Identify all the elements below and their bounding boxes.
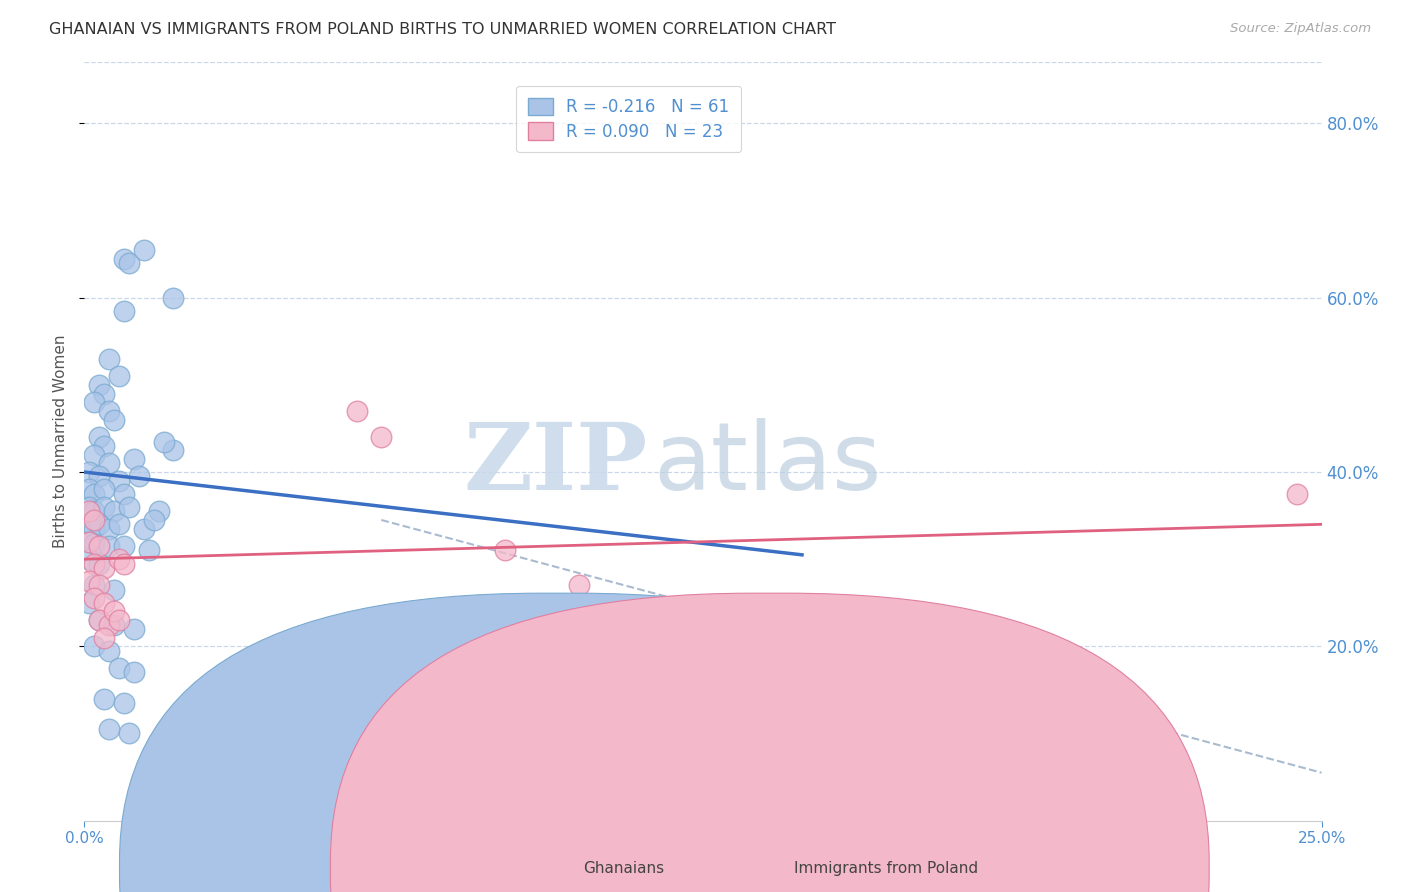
Text: Immigrants from Poland: Immigrants from Poland [794,862,979,876]
Point [98,351,121,366]
Point [103,617,125,632]
Point [162,291,184,305]
Point [89,539,111,553]
Point [89,517,111,532]
Point [108,613,131,627]
Point [103,413,125,427]
Point [93,596,115,610]
Point [568,578,591,592]
Point [89,578,111,592]
Text: ZIP: ZIP [463,419,647,509]
Point [93,561,115,575]
Point [89,469,111,483]
Point [83,513,105,527]
Point [93,439,115,453]
Point [83,395,105,409]
Point [98,722,121,736]
Point [142,513,165,527]
Text: GHANAIAN VS IMMIGRANTS FROM POLAND BIRTHS TO UNMARRIED WOMEN CORRELATION CHART: GHANAIAN VS IMMIGRANTS FROM POLAND BIRTH… [49,22,837,37]
Point [112,539,135,553]
Point [93,483,115,497]
Point [89,613,111,627]
Point [89,613,111,627]
Point [346,404,368,418]
Point [83,504,105,518]
Point [112,557,135,571]
Point [138,543,160,558]
Point [122,665,145,680]
Point [122,452,145,467]
Point [83,591,105,606]
Point [148,504,170,518]
Point [370,430,392,444]
Point [93,631,115,645]
Point [83,536,105,550]
Point [79,534,101,549]
Point [162,443,184,458]
Point [89,430,111,444]
Point [98,522,121,536]
Point [79,500,101,514]
Point [122,622,145,636]
Point [108,661,131,675]
Point [112,303,135,318]
Point [132,522,155,536]
Point [83,522,105,536]
Point [79,552,101,566]
Point [79,504,101,518]
Point [83,557,105,571]
Point [79,483,101,497]
Point [112,252,135,266]
Point [103,605,125,619]
Point [666,622,689,636]
Point [93,500,115,514]
Point [79,534,101,549]
Point [83,448,105,462]
Point [103,504,125,518]
Point [108,369,131,384]
Text: atlas: atlas [654,418,882,510]
Text: Ghanaians: Ghanaians [583,862,665,876]
Point [83,640,105,654]
Point [83,487,105,501]
Point [152,434,174,449]
Point [98,456,121,470]
Point [112,487,135,501]
Point [112,696,135,710]
Point [83,578,105,592]
Y-axis label: Births to Unmarried Women: Births to Unmarried Women [53,334,69,549]
Point [79,574,101,588]
Point [79,517,101,532]
Point [93,386,115,401]
Point [108,517,131,532]
Point [103,582,125,597]
Point [89,557,111,571]
Point [79,596,101,610]
Point [1285,487,1308,501]
Point [132,243,155,257]
Point [108,474,131,488]
Text: Source: ZipAtlas.com: Source: ZipAtlas.com [1230,22,1371,36]
Point [108,552,131,566]
Point [494,543,516,558]
Point [98,539,121,553]
Point [98,617,121,632]
Point [93,691,115,706]
Legend: R = -0.216   N = 61, R = 0.090   N = 23: R = -0.216 N = 61, R = 0.090 N = 23 [516,86,741,153]
Point [128,469,150,483]
Point [89,377,111,392]
Point [98,404,121,418]
Point [98,643,121,657]
Point [118,726,141,740]
Point [118,256,141,270]
Point [118,500,141,514]
Point [79,465,101,479]
